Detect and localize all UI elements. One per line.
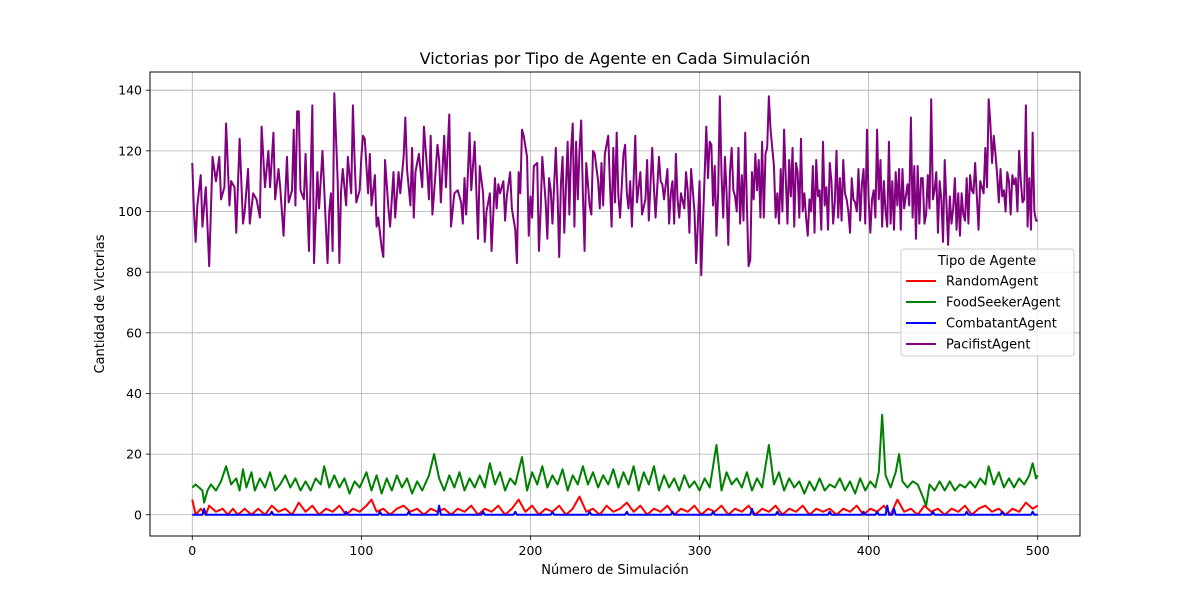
x-tick-label: 100 [349,543,373,558]
y-tick-label: 120 [118,143,142,158]
legend-label-combatantagent: CombatantAgent [946,317,1057,332]
series-line-pacifistagent [191,92,1038,277]
legend-label-randomagent: RandomAgent [946,275,1038,290]
y-tick-label: 100 [118,204,142,219]
legend-title: Tipo de Agente [937,254,1036,269]
series-line-combatantagent [192,504,1038,516]
y-tick-label: 80 [126,265,142,280]
x-tick-label: 0 [188,543,196,558]
legend-label-pacifistagent: PacifistAgent [946,338,1031,353]
x-axis: 0 100 200 300 400 500 [188,536,1050,558]
y-axis: 0 20 40 60 80 100 120 140 [118,83,150,522]
x-tick-label: 300 [688,543,712,558]
series-layer [191,92,1039,516]
legend-entries: RandomAgent FoodSeekerAgent CombatantAgent… [906,275,1060,353]
x-tick-label: 200 [519,543,543,558]
y-tick-label: 20 [126,447,142,462]
y-axis-label: Cantidad de Victorias [93,234,108,373]
x-axis-label: Número de Simulación [541,563,688,578]
legend-box [900,248,1075,357]
plot-frame [149,71,1081,537]
series-line-randomagent [191,495,1039,516]
x-tick-label: 400 [857,543,881,558]
chart-title: Victorias por Tipo de Agente en Cada Sim… [420,49,811,68]
legend-label-foodseekeragent: FoodSeekerAgent [946,296,1060,311]
y-tick-label: 60 [126,325,142,340]
y-tick-label: 40 [126,386,142,401]
series-line-foodseekeragent [191,413,1039,507]
y-tick-label: 0 [134,507,142,522]
x-tick-label: 500 [1026,543,1050,558]
y-tick-label: 140 [118,83,142,98]
legend: Tipo de Agente RandomAgent FoodSeekerAgen… [900,248,1075,357]
